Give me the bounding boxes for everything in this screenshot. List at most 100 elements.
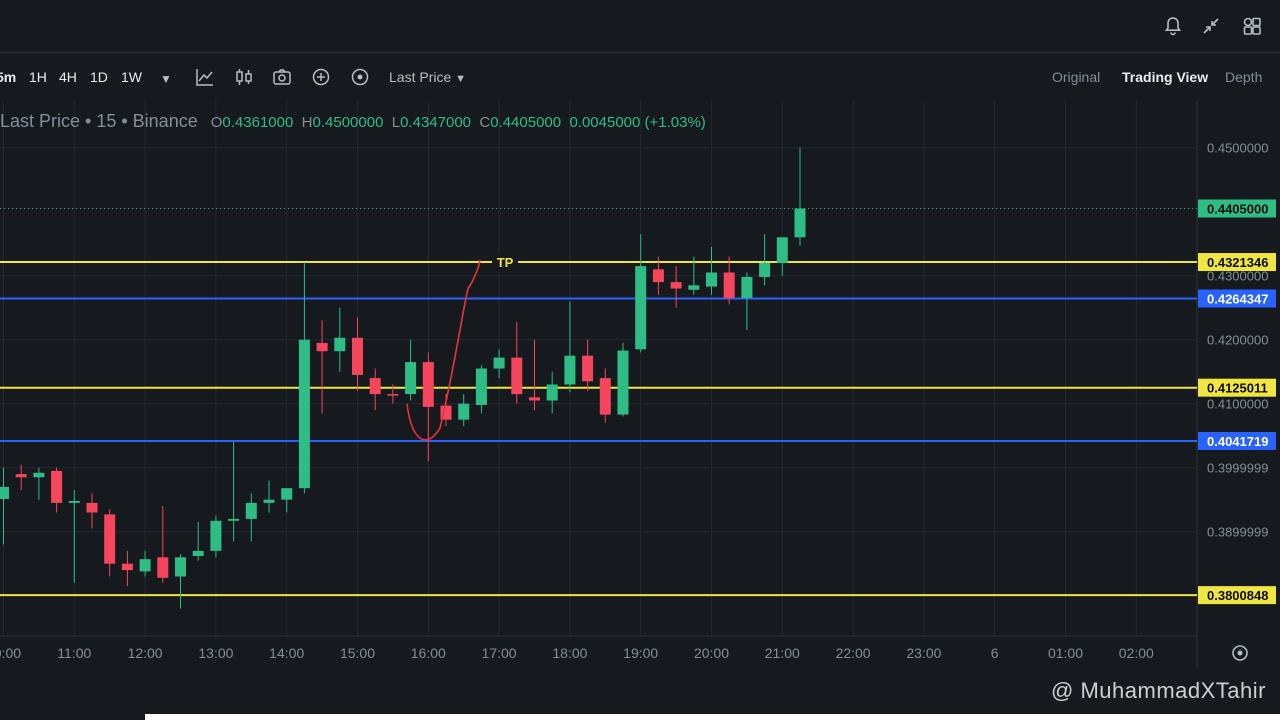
tab-depth[interactable]: Depth bbox=[1225, 69, 1263, 85]
candle-body bbox=[688, 285, 700, 290]
level-price-tag bbox=[1198, 586, 1276, 605]
y-tick-label: 0.4100000 bbox=[1207, 397, 1268, 412]
candle-body bbox=[68, 500, 80, 503]
candle-body bbox=[263, 499, 275, 503]
candle-body bbox=[706, 272, 717, 287]
indicator-icon-svg bbox=[196, 69, 213, 86]
candle-body bbox=[352, 337, 363, 375]
candle-body bbox=[0, 486, 9, 500]
bottom-strip bbox=[145, 714, 1280, 720]
legend-close-label: C bbox=[479, 114, 491, 131]
candle-body bbox=[440, 405, 452, 420]
tp-label: TP bbox=[497, 255, 514, 270]
x-tick-label: 6 bbox=[991, 645, 999, 661]
x-tick-label: 11:00 bbox=[57, 645, 91, 661]
candle-body bbox=[759, 262, 771, 277]
bottom-bar bbox=[0, 668, 1280, 720]
x-tick-label: 18:00 bbox=[552, 645, 587, 661]
candle-body bbox=[316, 342, 328, 352]
price-source-select[interactable]: Last Price ▼ bbox=[389, 67, 466, 89]
interval-5m[interactable]: 5m bbox=[0, 69, 17, 85]
candle-body bbox=[635, 266, 647, 350]
chart-legend: Last Price • 15 • Binance O0.4361000 H0.… bbox=[0, 111, 706, 132]
level-price-tag-label: 0.4264347 bbox=[1207, 292, 1268, 307]
x-tick-label: 13:00 bbox=[198, 645, 233, 661]
legend-high-label: H bbox=[301, 114, 313, 131]
bell-icon-svg bbox=[1164, 17, 1182, 36]
y-tick-label: 0.3999999 bbox=[1207, 461, 1268, 476]
layout-grid-icon[interactable] bbox=[1240, 14, 1264, 38]
legend-change: 0.0045000 bbox=[569, 114, 641, 131]
interval-1w[interactable]: 1W bbox=[121, 69, 142, 85]
candle-body bbox=[51, 470, 63, 503]
x-tick-label: 16:00 bbox=[411, 645, 446, 661]
candle-body bbox=[794, 208, 806, 238]
candle-body bbox=[723, 272, 735, 299]
settings-circle-icon-svg bbox=[351, 68, 369, 86]
candle-body bbox=[369, 378, 381, 395]
top-bar bbox=[0, 0, 1280, 53]
candle-body bbox=[86, 502, 98, 513]
candle-body bbox=[511, 357, 523, 395]
x-tick-label: 20:00 bbox=[694, 645, 729, 661]
legend-change-pct: (+1.03%) bbox=[644, 114, 706, 131]
bell-icon[interactable] bbox=[1161, 14, 1185, 38]
interval-1d[interactable]: 1D bbox=[90, 69, 108, 85]
interval-dropdown-icon[interactable]: ▼ bbox=[160, 72, 172, 86]
x-tick-label: 12:00 bbox=[128, 645, 163, 661]
interval-4h[interactable]: 4H bbox=[59, 69, 77, 85]
candle-body bbox=[493, 357, 505, 369]
candle-body bbox=[387, 394, 399, 396]
candle-body bbox=[121, 563, 133, 571]
candle-body bbox=[210, 520, 222, 551]
candle-body bbox=[33, 472, 45, 478]
y-tick-label: 0.4200000 bbox=[1207, 333, 1268, 348]
x-tick-label: 14:00 bbox=[269, 645, 304, 661]
settings-gear-icon bbox=[1232, 645, 1248, 661]
candle-body bbox=[157, 557, 169, 578]
collapse-icon[interactable] bbox=[1199, 14, 1223, 38]
level-price-tag-label: 0.3800848 bbox=[1207, 588, 1268, 603]
layout-grid-icon-svg bbox=[1243, 17, 1261, 35]
candle-body bbox=[139, 559, 151, 572]
candle-body bbox=[652, 269, 664, 283]
y-tick-label: 0.3899999 bbox=[1207, 525, 1268, 540]
candle-body bbox=[15, 474, 27, 478]
candle-body bbox=[228, 518, 240, 521]
annotation-curve bbox=[406, 259, 481, 441]
collapse-icon-svg bbox=[1203, 18, 1219, 34]
level-price-tag bbox=[1198, 289, 1276, 308]
x-tick-label: 17:00 bbox=[482, 645, 517, 661]
tab-trading-view[interactable]: Trading View bbox=[1122, 69, 1209, 85]
legend-open: 0.4361000 bbox=[222, 114, 294, 131]
candle-body bbox=[741, 276, 753, 299]
candle-body bbox=[281, 488, 293, 500]
y-tick-label: 0.4300000 bbox=[1207, 269, 1268, 284]
x-tick-label: 01:00 bbox=[1048, 645, 1083, 661]
x-tick-label: 15:00 bbox=[340, 645, 375, 661]
legend-ohlc: O0.4361000 H0.4500000 L0.4347000 C0.4405… bbox=[211, 114, 706, 131]
chart-area[interactable] bbox=[0, 101, 1280, 668]
settings-gear-icon-center bbox=[1237, 650, 1243, 656]
tp-label-bg bbox=[492, 254, 518, 271]
candle-body bbox=[175, 557, 186, 577]
watermark: @ MuhammadXTahir bbox=[1051, 678, 1266, 703]
candle-body bbox=[104, 514, 116, 564]
x-tick-label: 02:00 bbox=[1119, 645, 1154, 661]
legend-high: 0.4500000 bbox=[312, 114, 384, 131]
interval-1h[interactable]: 1H bbox=[29, 69, 47, 85]
level-price-tag-label: 0.4125011 bbox=[1207, 381, 1268, 396]
current-price-tag-label: 0.4405000 bbox=[1207, 202, 1268, 217]
legend-close: 0.4405000 bbox=[490, 114, 562, 131]
candle-body bbox=[192, 550, 204, 557]
level-price-tag-label: 0.4041719 bbox=[1207, 434, 1268, 449]
chart-toolbar: 5m 1H 4H 1D 1W ▼ Last Price ▼ Original T… bbox=[0, 53, 1280, 101]
candle-body bbox=[245, 502, 257, 519]
candle-body bbox=[546, 384, 558, 401]
x-tick-label: 19:00 bbox=[623, 645, 658, 661]
tab-original[interactable]: Original bbox=[1052, 69, 1101, 85]
legend-open-label: O bbox=[210, 114, 223, 131]
legend-low: 0.4347000 bbox=[400, 114, 471, 131]
current-price-tag bbox=[1198, 199, 1276, 218]
